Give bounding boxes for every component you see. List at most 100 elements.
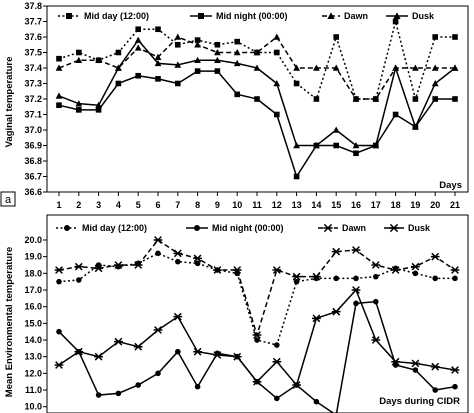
a-series-4-point xyxy=(214,56,221,64)
a-series-4-point xyxy=(75,100,83,107)
b-series-4-point xyxy=(331,307,341,316)
b-series-4-point xyxy=(213,351,222,359)
b-series-1-point xyxy=(254,337,260,343)
a-y-tick-label: 37.2 xyxy=(24,94,42,104)
a-series-2 xyxy=(56,68,458,180)
a-y-tick-label: 37.1 xyxy=(24,110,42,120)
a-x-tick-label: 7 xyxy=(175,200,180,210)
a-x-tick-label: 17 xyxy=(371,200,381,210)
b-series-4-point xyxy=(252,377,262,386)
a-y-tick-label: 37.6 xyxy=(24,32,42,42)
b-series-1-point xyxy=(432,275,439,282)
a-series-3-point xyxy=(273,33,281,40)
a-series-3-point xyxy=(233,49,241,56)
b-legend-marker xyxy=(323,223,333,233)
a-x-tick-label: 1 xyxy=(56,200,61,210)
a-x-tick-label: 15 xyxy=(331,200,341,210)
b-series-1-point xyxy=(56,278,62,285)
a-series-3-point xyxy=(412,64,419,71)
panel-b-x-axis-label: Days during CIDR xyxy=(379,396,460,407)
panel-a-tag: a xyxy=(5,194,12,206)
panel-b-series xyxy=(54,236,460,413)
a-y-tick-label: 36.6 xyxy=(24,187,42,197)
a-series-4-point xyxy=(412,123,419,130)
b-series-1-point xyxy=(194,260,201,267)
a-y-tick-label: 37.8 xyxy=(24,1,42,11)
a-series-1-point xyxy=(333,34,339,40)
panel-b-y-axis-label: Mean Environmental temperature xyxy=(4,247,15,397)
b-series-4-point xyxy=(153,326,163,334)
a-series-4-point xyxy=(273,80,281,87)
a-series-4-point xyxy=(392,64,399,71)
b-series-2-point xyxy=(175,348,181,355)
a-series-2-point xyxy=(95,107,102,113)
b-series-2-point xyxy=(56,328,62,335)
b-series-4-point xyxy=(54,361,64,369)
a-series-3-point xyxy=(214,49,221,56)
panel-a-tag-box xyxy=(0,191,16,207)
b-series-3 xyxy=(54,236,460,339)
b-series-3-point xyxy=(292,272,301,281)
b-series-3-point xyxy=(272,266,282,274)
b-series-4-point xyxy=(272,357,282,366)
b-legend-item-2: Mid night (00:00) xyxy=(186,223,284,233)
b-y-tick-label: 20.0 xyxy=(24,235,42,245)
a-legend-marker xyxy=(327,12,335,19)
a-series-1-point xyxy=(155,26,161,33)
a-series-3-point xyxy=(253,49,261,56)
a-series-1-point xyxy=(293,80,300,87)
panel-b: 10.0 11.0 12.0 13.0 14.0 15.0 16.0 17.0 18.0 19.0… xyxy=(4,214,469,413)
b-series-4-point xyxy=(371,336,381,344)
a-x-tick-label: 12 xyxy=(272,200,282,210)
b-series-4-point xyxy=(430,362,440,371)
a-x-tick-label: 18 xyxy=(391,200,401,210)
a-y-tick-label: 37.5 xyxy=(24,48,42,58)
a-legend-marker xyxy=(66,13,72,19)
b-legend-label: Dawn xyxy=(342,223,366,233)
a-series-1-point xyxy=(234,38,240,45)
a-series-1-point xyxy=(452,34,458,40)
b-series-3-point xyxy=(450,266,460,274)
a-series-1-point xyxy=(76,49,82,56)
a-series-4-point xyxy=(293,142,300,149)
a-x-tick-label: 20 xyxy=(430,200,440,210)
a-series-4-point xyxy=(233,59,241,67)
b-series-3-point xyxy=(351,246,361,254)
a-legend-item-1: Mid day (12:00) xyxy=(58,11,149,21)
a-x-tick-label: 11 xyxy=(252,200,262,210)
b-legend-item-4: Dusk xyxy=(384,223,431,233)
b-series-1-point xyxy=(452,275,458,282)
b-series-3-point xyxy=(74,262,84,271)
a-x-tick-label: 8 xyxy=(195,200,200,210)
a-series-3-point xyxy=(352,95,360,102)
b-series-3-point xyxy=(94,264,103,273)
a-x-tick-label: 9 xyxy=(215,200,220,210)
a-series-2-point xyxy=(175,80,181,87)
b-series-2-point xyxy=(135,382,141,388)
a-series-3-point xyxy=(154,53,162,60)
b-series-2-point xyxy=(353,300,359,307)
a-series-1-line xyxy=(58,21,455,102)
a-series-2-point xyxy=(135,72,141,79)
b-series-4-point xyxy=(351,286,361,294)
b-series-3-point xyxy=(411,262,420,271)
b-series-4-point xyxy=(232,352,242,361)
a-y-tick-label: 37.4 xyxy=(24,63,42,73)
b-series-2-point xyxy=(412,367,419,373)
b-series-2-point xyxy=(95,392,102,398)
b-series-3-point xyxy=(391,266,400,274)
a-series-1-point xyxy=(274,49,280,56)
panel-a-y-axis-label: Vaginal temperature xyxy=(4,57,15,148)
b-series-2-point xyxy=(274,395,280,402)
a-x-tick-label: 19 xyxy=(410,200,420,210)
panel-a-legend: Mid day (12:00) Mid night (00:00) Dawn Dusk xyxy=(58,11,435,21)
b-series-2-point xyxy=(155,370,161,377)
b-series-2-point xyxy=(194,383,201,390)
a-series-2-point xyxy=(392,111,399,118)
a-series-4-point xyxy=(352,142,360,149)
a-series-2-point xyxy=(333,142,339,149)
b-series-4 xyxy=(54,286,460,389)
b-series-3-point xyxy=(114,261,123,269)
a-x-tick-label: 13 xyxy=(292,200,302,210)
a-y-tick-label: 37.0 xyxy=(24,125,42,135)
